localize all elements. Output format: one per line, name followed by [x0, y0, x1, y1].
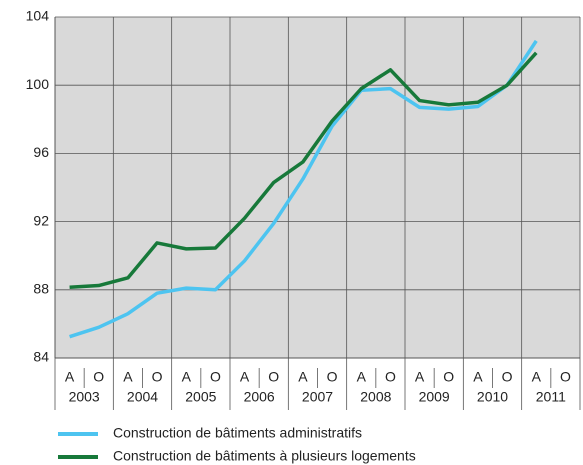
x-tick-label: O — [443, 369, 454, 385]
x-tick-label: O — [560, 369, 571, 385]
year-label: 2007 — [302, 389, 333, 405]
y-tick-label: 88 — [33, 281, 49, 297]
y-tick-label: 84 — [33, 349, 49, 365]
x-tick-label: A — [182, 369, 192, 385]
x-tick-label: A — [532, 369, 542, 385]
x-tick-label: O — [502, 369, 513, 385]
year-label: 2009 — [419, 389, 450, 405]
x-tick-label: A — [123, 369, 133, 385]
legend-label: Construction de bâtiments administratifs — [113, 425, 362, 441]
plot-background — [55, 17, 580, 358]
year-label: 2010 — [477, 389, 508, 405]
x-tick-label: A — [298, 369, 308, 385]
x-tick-label: A — [357, 369, 367, 385]
year-label: 2006 — [244, 389, 275, 405]
x-tick-label: A — [240, 369, 250, 385]
x-tick-label: O — [385, 369, 396, 385]
year-label: 2004 — [127, 389, 158, 405]
year-label: 2011 — [536, 389, 566, 405]
x-tick-label: A — [65, 369, 75, 385]
series-line — [69, 39, 538, 339]
y-tick-label: 104 — [26, 8, 50, 24]
year-label: 2008 — [360, 389, 391, 405]
series-line — [69, 51, 538, 289]
y-tick-label: 96 — [33, 144, 49, 160]
x-tick-label: O — [210, 369, 221, 385]
legend-label: Construction de bâtiments à plusieurs lo… — [113, 448, 416, 464]
x-tick-label: O — [268, 369, 279, 385]
y-tick-label: 92 — [33, 212, 49, 228]
x-tick-label: A — [415, 369, 425, 385]
y-tick-label: 100 — [26, 76, 50, 92]
x-tick-label: O — [152, 369, 163, 385]
year-label: 2005 — [185, 389, 216, 405]
x-tick-label: O — [327, 369, 338, 385]
x-tick-label: A — [473, 369, 483, 385]
year-label: 2003 — [69, 389, 100, 405]
x-tick-label: O — [93, 369, 104, 385]
